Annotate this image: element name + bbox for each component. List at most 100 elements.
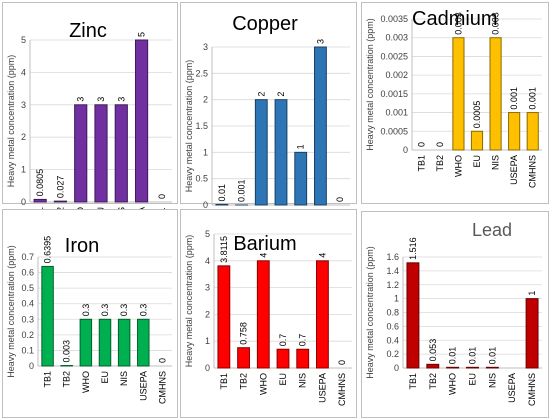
data-label: 0.3	[100, 304, 110, 317]
bar	[489, 37, 502, 151]
x-tick-label: USEPA	[317, 373, 327, 403]
data-label: 0.0805	[35, 169, 45, 197]
y-axis-label: Heavy metal concentration (ppm)	[184, 60, 194, 193]
data-label: 3	[96, 97, 106, 102]
y-tick-label: 0.001	[385, 108, 408, 118]
bar	[314, 46, 327, 206]
data-label: 0.001	[237, 179, 247, 202]
x-tick-label: TB1	[219, 373, 229, 390]
y-tick-label: 2	[21, 132, 26, 142]
data-label: 1	[527, 291, 537, 296]
bar	[296, 348, 310, 369]
panel-border	[361, 211, 549, 418]
y-axis-label: Heavy metal concentration (ppm)	[184, 235, 194, 368]
y-tick-label: 1	[203, 147, 208, 157]
chart-barium: 0 1 2 3 4 5 Heavy metal concentration (ppm) Bar…	[180, 209, 357, 418]
data-label: 0.003	[491, 12, 501, 35]
y-tick-label: 0.3	[21, 314, 34, 324]
bar	[426, 363, 440, 369]
y-tick-label: 0.5	[21, 283, 34, 293]
data-label: 4	[317, 253, 327, 258]
chart-title: Cadmium	[412, 8, 498, 30]
data-label: 0.3	[138, 304, 148, 317]
y-tick-label: 0	[403, 145, 408, 155]
chart-title: Barium	[233, 233, 296, 255]
y-axis-label: Heavy metal concentration (ppm)	[6, 245, 16, 378]
chart-iron: 0 0.1 0.2 0.3 0.4 0.5 0.6 0.7 Heavy metal concen…	[2, 209, 178, 418]
y-tick-label: 0.2	[386, 349, 399, 359]
x-tick-label: USEPA	[138, 371, 148, 401]
data-label: 0.003	[62, 340, 72, 363]
data-label: 0.01	[487, 347, 497, 365]
data-label: 3	[116, 97, 126, 102]
data-label: 0	[157, 358, 167, 363]
data-label: 0.7	[298, 334, 308, 347]
y-tick-label: 0.0025	[380, 51, 408, 61]
y-axis-label: Heavy metal concentration (ppm)	[6, 55, 16, 188]
chart-lead: 0 0.2 0.4 0.6 0.8 1 1.2 1.4 1.6 Heavy metal conce…	[361, 211, 549, 418]
y-axis-label: Heavy metal concentration (ppm)	[365, 246, 375, 379]
data-label: 0.0005	[472, 101, 482, 129]
x-tick-label: TB2	[435, 155, 445, 172]
data-label: 0.027	[55, 176, 65, 199]
bar	[215, 203, 229, 206]
y-axis-label: Heavy metal concentration (ppm)	[365, 18, 375, 151]
y-tick-label: 5	[205, 229, 210, 239]
data-label: 0.01	[448, 347, 458, 365]
x-tick-label: USEPA	[507, 373, 517, 403]
y-tick-label: 0.5	[195, 174, 208, 184]
data-label: 1.516	[408, 237, 418, 260]
y-tick-label: 3	[21, 100, 26, 110]
x-tick-label: CMHNS	[528, 155, 538, 188]
chart-cadmium: 0 0.0005 0.001 0.0015 0.002 0.0025 0.003 0.0035…	[361, 2, 549, 204]
bar	[94, 104, 108, 203]
x-tick-label: NIS	[487, 373, 497, 388]
y-tick-label: 0.7	[21, 252, 34, 262]
data-label: 2	[256, 92, 266, 97]
x-tick-label: USEPA	[509, 155, 519, 185]
chart-copper: 0 0.5 1 1.5 2 2.5 3 Heavy metal concentration (…	[180, 2, 357, 243]
bar	[466, 366, 479, 369]
data-label: 0	[157, 194, 167, 199]
bar	[33, 198, 47, 203]
bar	[117, 318, 131, 367]
data-label: 0	[337, 360, 347, 365]
y-tick-label: 0	[21, 197, 26, 207]
y-tick-label: 5	[21, 35, 26, 45]
y-tick-label: 3	[203, 42, 208, 52]
data-label: 0.01	[217, 184, 227, 202]
x-tick-label: TB2	[239, 373, 249, 390]
y-tick-label: 0.002	[385, 70, 408, 80]
y-tick-label: 1.4	[386, 266, 399, 276]
x-tick-label: EU	[472, 155, 482, 168]
data-label: 0.6395	[43, 236, 53, 264]
chart-title: Zinc	[69, 20, 107, 42]
data-label: 1	[296, 144, 306, 149]
data-label: 3	[76, 97, 86, 102]
y-tick-label: 1.2	[386, 280, 399, 290]
y-tick-label: 1	[21, 165, 26, 175]
y-tick-label: 0.0015	[380, 89, 408, 99]
y-tick-label: 1	[394, 294, 399, 304]
x-tick-label: TB2	[428, 373, 438, 390]
data-label: 0.7	[278, 334, 288, 347]
x-tick-label: TB1	[43, 371, 53, 388]
bar	[294, 151, 308, 206]
x-tick-label: TB1	[408, 373, 418, 390]
chart-title: Copper	[232, 13, 298, 35]
bar	[79, 318, 93, 367]
bar	[114, 104, 128, 203]
x-tick-label: TB1	[416, 155, 426, 172]
data-label: 0.3	[81, 304, 91, 317]
x-tick-label: CMHNS	[527, 373, 537, 406]
x-tick-label: EU	[468, 373, 478, 386]
bar	[74, 104, 88, 203]
y-tick-label: 0.2	[21, 330, 34, 340]
y-tick-label: 0.4	[386, 335, 399, 345]
y-tick-label: 3	[205, 283, 210, 293]
x-tick-label: EU	[100, 371, 110, 384]
bar	[256, 260, 270, 369]
x-tick-label: CMHNS	[337, 373, 347, 406]
x-tick-label: NIS	[119, 371, 129, 386]
y-tick-label: 1	[205, 336, 210, 346]
